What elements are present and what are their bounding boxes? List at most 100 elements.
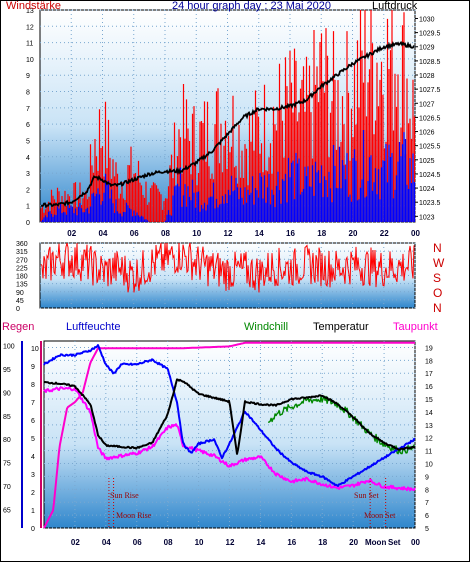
temperature-tick-label: 7 — [425, 500, 429, 507]
temperatur-label: Temperatur — [313, 321, 369, 333]
rain-tick-label: 5 — [31, 436, 35, 443]
moon-set-annotation: Moon Set — [364, 511, 396, 520]
rain-tick-label: 1 — [31, 508, 35, 515]
x-tick-label: 08 — [161, 229, 170, 238]
direction-tick-label: 360 — [16, 241, 28, 248]
x-tick-label: 20 — [349, 229, 358, 238]
compass-label: W — [433, 256, 445, 270]
pressure-tick-label: 1024.5 — [419, 172, 441, 179]
climate-series — [43, 341, 416, 529]
temperature-tick-label: 19 — [425, 345, 433, 352]
x-tick-label: 06 — [130, 229, 139, 238]
x-tick-label: 12 — [224, 229, 233, 238]
climate-ticks: 02 04 06 08 10 12 14 16 18 20 00567891011121314151… — [3, 341, 433, 547]
pressure-tick-label: 1025.5 — [419, 144, 441, 151]
wind-direction-series — [40, 242, 415, 293]
direction-tick-label: 90 — [16, 290, 24, 297]
pressure-axis-label: Luftdruck — [372, 0, 418, 12]
rain-tick-label: 6 — [31, 418, 35, 425]
x-tick-label: 10 — [192, 229, 201, 238]
wind-tick-label: 1 — [26, 204, 30, 211]
x-tick-label: 02 — [67, 229, 76, 238]
wind-tick-label: 3 — [26, 171, 30, 178]
wind-pressure-series — [40, 10, 416, 222]
pressure-tick-label: 1023.5 — [419, 200, 441, 207]
wind-tick-label: 9 — [26, 73, 30, 80]
pressure-tick-label: 1029.5 — [419, 31, 441, 38]
series-temperatur — [43, 378, 416, 455]
temperature-tick-label: 15 — [425, 397, 433, 404]
x-tick-label: 12 — [226, 538, 235, 547]
wind-tick-label: 8 — [26, 90, 30, 97]
temperature-tick-label: 11 — [425, 449, 432, 456]
direction-tick-label: 270 — [16, 257, 28, 264]
taupunkt-label: Taupunkt — [393, 321, 438, 333]
temperature-tick-label: 18 — [425, 358, 433, 365]
series-wind-average — [40, 130, 416, 222]
temperature-tick-label: 12 — [425, 436, 433, 443]
pressure-tick-label: 1025 — [419, 158, 435, 165]
humidity-tick-label: 70 — [3, 484, 11, 491]
rain-tick-label: 3 — [31, 472, 35, 479]
compass-label: S — [433, 271, 441, 285]
humidity-tick-label: 75 — [3, 461, 11, 468]
set-x-annotation: Set — [388, 538, 401, 547]
moon-rise-annotation: Moon Rise — [116, 511, 152, 520]
rain-tick-label: 2 — [31, 490, 35, 497]
x-tick-label: 20 — [349, 538, 358, 547]
humidity-tick-label: 85 — [3, 414, 11, 421]
pressure-tick-label: 1028.5 — [419, 59, 441, 66]
rain-tick-label: 0 — [31, 526, 35, 533]
series-taupunkt — [43, 386, 416, 492]
temperature-tick-label: 13 — [425, 423, 433, 430]
x-tick-label: 00 — [411, 538, 420, 547]
temperature-tick-label: 10 — [425, 462, 433, 469]
humidity-tick-label: 100 — [3, 344, 15, 351]
temperature-tick-label: 14 — [425, 410, 433, 417]
direction-tick-label: 0 — [16, 306, 20, 313]
wind-tick-label: 11 — [26, 41, 33, 48]
wind-tick-label: 5 — [26, 138, 30, 145]
chart-title: 24 hour graph day : 23 Mai 2020 — [172, 0, 331, 12]
direction-tick-label: 225 — [16, 265, 28, 272]
regen-label: Regen — [2, 321, 34, 333]
rain-tick-label: 9 — [31, 364, 35, 371]
compass-label: N — [433, 301, 442, 315]
temperature-tick-label: 5 — [425, 526, 429, 533]
series-regen — [43, 341, 415, 529]
x-tick-label: 14 — [256, 538, 265, 547]
direction-tick-label: 315 — [16, 249, 28, 256]
pressure-tick-label: 1023 — [419, 214, 435, 221]
wind-pressure-ticks: 02 04 06 08 10 12 14 16 18 20 22 000123456789101112… — [26, 8, 441, 238]
pressure-tick-label: 1030 — [419, 16, 435, 23]
pressure-tick-label: 1027 — [419, 101, 435, 108]
temperature-tick-label: 8 — [425, 487, 429, 494]
humidity-tick-label: 90 — [3, 390, 11, 397]
rain-tick-label: 10 — [31, 346, 39, 353]
pressure-tick-label: 1029 — [419, 45, 435, 52]
temperature-tick-label: 17 — [425, 371, 433, 378]
x-tick-label: 02 — [71, 538, 80, 547]
x-tick-label: 22 — [380, 229, 389, 238]
temperature-tick-label: 6 — [425, 513, 429, 520]
wind-tick-label: 0 — [26, 220, 30, 227]
luftfeuchte-label: Luftfeuchte — [66, 321, 120, 333]
rain-tick-label: 8 — [31, 382, 35, 389]
series-wind-direction — [40, 242, 415, 293]
x-tick-label: 16 — [286, 229, 295, 238]
pressure-tick-label: 1027.5 — [419, 87, 441, 94]
pressure-tick-label: 1024 — [419, 186, 435, 193]
x-tick-label: 14 — [255, 229, 264, 238]
sun-set-annotation: Sun Set — [354, 491, 379, 500]
climate-panel — [43, 340, 416, 529]
windchill-label: Windchill — [244, 321, 288, 333]
series-luftfeuchte — [43, 344, 416, 487]
wind-tick-label: 13 — [26, 8, 34, 15]
x-tick-label: 18 — [318, 538, 327, 547]
x-tick-label: 16 — [287, 538, 296, 547]
sun-rise-annotation: Sun Rise — [110, 491, 139, 500]
x-tick-label: 18 — [317, 229, 326, 238]
pressure-tick-label: 1026.5 — [419, 115, 441, 122]
